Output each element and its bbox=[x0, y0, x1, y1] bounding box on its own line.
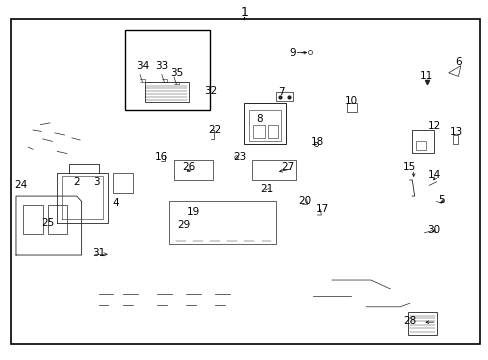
Text: 12: 12 bbox=[427, 121, 440, 131]
Text: 5: 5 bbox=[437, 195, 444, 204]
Text: 35: 35 bbox=[169, 68, 183, 78]
Bar bbox=[276, 93, 292, 102]
Text: 32: 32 bbox=[203, 86, 217, 96]
Text: 3: 3 bbox=[93, 177, 100, 187]
Text: 1: 1 bbox=[240, 6, 248, 19]
Text: 21: 21 bbox=[259, 184, 272, 194]
Text: 13: 13 bbox=[448, 127, 462, 137]
Text: 23: 23 bbox=[233, 152, 246, 162]
Text: 30: 30 bbox=[427, 225, 440, 235]
Text: 17: 17 bbox=[315, 203, 328, 213]
Text: 28: 28 bbox=[403, 316, 416, 326]
Bar bbox=[452, 135, 458, 144]
Bar bbox=[346, 103, 357, 112]
Text: 29: 29 bbox=[177, 220, 190, 230]
Text: 26: 26 bbox=[182, 162, 195, 172]
Bar bbox=[23, 205, 42, 234]
Text: 11: 11 bbox=[419, 71, 432, 81]
Text: 24: 24 bbox=[14, 180, 27, 190]
Text: 2: 2 bbox=[73, 177, 80, 187]
Text: 4: 4 bbox=[112, 198, 119, 208]
Text: 31: 31 bbox=[92, 248, 105, 258]
Text: 9: 9 bbox=[289, 48, 296, 58]
Text: 6: 6 bbox=[454, 57, 461, 67]
Bar bbox=[249, 111, 281, 141]
Bar bbox=[125, 30, 210, 111]
Bar bbox=[144, 82, 188, 102]
Text: 14: 14 bbox=[427, 170, 440, 180]
Bar bbox=[47, 205, 67, 234]
Text: 15: 15 bbox=[403, 162, 416, 172]
Bar bbox=[251, 160, 295, 180]
Text: 7: 7 bbox=[277, 87, 284, 98]
Bar bbox=[267, 125, 277, 138]
Bar bbox=[244, 103, 285, 144]
Bar bbox=[411, 130, 433, 153]
Text: 25: 25 bbox=[41, 218, 54, 228]
Text: 10: 10 bbox=[344, 96, 357, 107]
Text: 27: 27 bbox=[281, 162, 294, 172]
Bar bbox=[415, 141, 426, 150]
Bar bbox=[169, 202, 276, 244]
Text: 18: 18 bbox=[310, 138, 324, 148]
Text: 22: 22 bbox=[208, 125, 222, 135]
Text: 19: 19 bbox=[186, 207, 200, 217]
Text: 33: 33 bbox=[155, 61, 168, 71]
Text: 20: 20 bbox=[298, 197, 311, 206]
Text: 16: 16 bbox=[155, 152, 168, 162]
Bar bbox=[174, 160, 212, 180]
Text: 8: 8 bbox=[255, 114, 262, 124]
Bar bbox=[113, 173, 132, 193]
Text: 34: 34 bbox=[136, 61, 149, 71]
Bar bbox=[407, 312, 436, 336]
Bar bbox=[253, 125, 265, 138]
